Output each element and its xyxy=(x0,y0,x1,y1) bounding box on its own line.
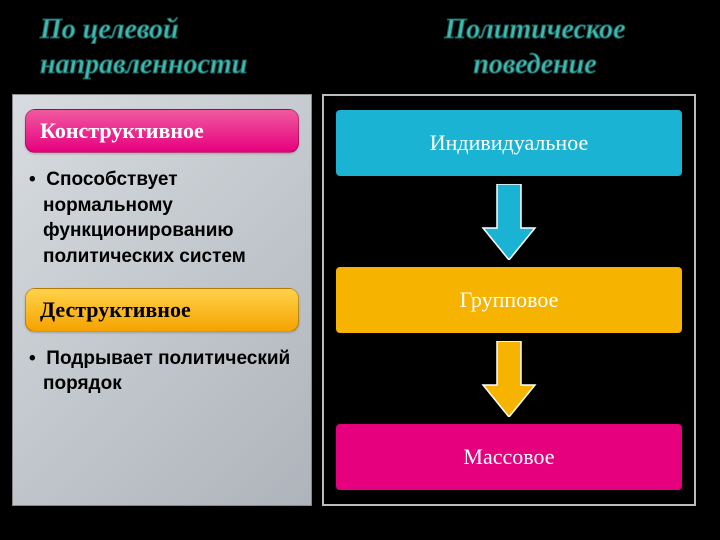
flow-box-individual: Индивидуальное xyxy=(336,110,682,176)
title-right-line1: Политическое xyxy=(370,12,700,47)
bullet-constructive-text: Способствует нормальному функционировани… xyxy=(43,169,246,267)
header-left: По целевой направленности xyxy=(20,12,370,82)
header-row: По целевой направленности Политическое п… xyxy=(0,0,720,90)
flow-box-mass-label: Массовое xyxy=(463,444,554,470)
pill-destructive: Деструктивное xyxy=(25,288,299,332)
arrow-slot-1 xyxy=(336,192,682,252)
right-panel: Индивидуальное Групповое Массовое xyxy=(322,94,696,506)
bullet-dot-icon: • xyxy=(29,346,41,372)
bullet-dot-icon: • xyxy=(29,167,41,193)
flow-box-individual-label: Индивидуальное xyxy=(430,130,588,156)
bullet-destructive-text: Подрывает политический порядок xyxy=(43,348,290,395)
title-left-line2: направленности xyxy=(40,47,370,82)
flow-box-group-label: Групповое xyxy=(460,287,559,313)
title-right-line2: поведение xyxy=(370,47,700,82)
pill-destructive-label: Деструктивное xyxy=(40,297,191,322)
bullet-constructive: • Способствует нормальному функционирова… xyxy=(25,163,299,288)
pill-constructive-label: Конструктивное xyxy=(40,118,204,143)
arrow-down-icon xyxy=(479,341,539,417)
title-left-line1: По целевой xyxy=(40,12,370,47)
content-row: Конструктивное • Способствует нормальном… xyxy=(0,90,720,518)
bullet-destructive: • Подрывает политический порядок xyxy=(25,342,299,415)
arrow-down-icon xyxy=(479,184,539,260)
left-panel: Конструктивное • Способствует нормальном… xyxy=(12,94,312,506)
flow-box-group: Групповое xyxy=(336,267,682,333)
arrow-slot-2 xyxy=(336,349,682,409)
header-right: Политическое поведение xyxy=(370,12,700,82)
pill-constructive: Конструктивное xyxy=(25,109,299,153)
flow-box-mass: Массовое xyxy=(336,424,682,490)
